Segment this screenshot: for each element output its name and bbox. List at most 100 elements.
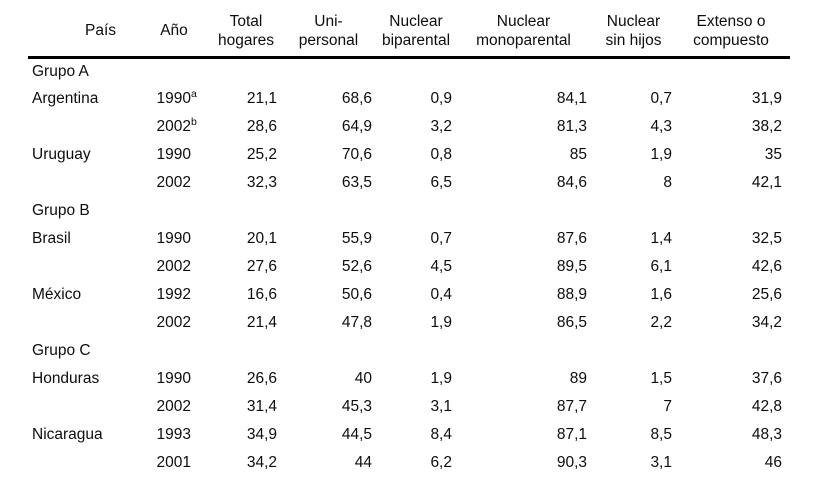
cell-nuclear-biparental: 0,9 — [430, 90, 452, 107]
year-value: 2002 — [156, 398, 191, 415]
cell-country — [28, 169, 143, 197]
cell-country: Honduras — [32, 370, 100, 387]
cell-nuclear-sin-hijos: 1,9 — [650, 146, 672, 163]
cell-nuclear-sin-hijos: 2,2 — [650, 314, 672, 331]
cell-year: 2002 — [143, 309, 215, 337]
col-header-total-hogares: Total hogares — [215, 8, 285, 59]
cell-country — [28, 393, 143, 421]
data-row: 2002 21,4 47,8 1,9 86,5 2,2 34,2 — [28, 309, 790, 337]
cell-country — [28, 309, 143, 337]
group-row: Grupo C — [28, 337, 790, 365]
header-line: compuesto — [693, 31, 769, 49]
cell-total-hogares: 32,3 — [246, 174, 277, 191]
group-label: Grupo A — [32, 62, 89, 80]
cell-total-hogares: 28,6 — [246, 118, 277, 135]
year-value: 1990 — [156, 146, 191, 163]
group-label: Grupo B — [32, 202, 90, 219]
cell-country: México — [32, 286, 82, 303]
header-line: Uni- — [314, 12, 343, 30]
data-row: 2002 27,6 52,6 4,5 89,5 6,1 42,6 — [28, 253, 790, 281]
cell-country: Argentina — [32, 90, 99, 107]
cell-year: 2001 — [143, 449, 215, 477]
cell-unipersonal: 70,6 — [341, 146, 372, 163]
cell-nuclear-monoparental: 87,6 — [556, 230, 587, 247]
cell-year: 1990 — [143, 365, 215, 393]
cell-nuclear-sin-hijos: 1,6 — [650, 286, 672, 303]
cell-unipersonal: 44,5 — [341, 426, 372, 443]
header-line: Nuclear — [496, 12, 551, 30]
cell-unipersonal: 68,6 — [341, 90, 372, 107]
cell-country — [28, 449, 143, 477]
cell-total-hogares: 34,9 — [246, 426, 277, 443]
cell-extenso-compuesto: 32,5 — [751, 230, 782, 247]
header-line: Nuclear — [606, 12, 661, 30]
cell-nuclear-sin-hijos: 4,3 — [650, 118, 672, 135]
group-row: Grupo A — [28, 57, 790, 85]
header-line: Nuclear — [389, 12, 443, 30]
cell-total-hogares: 16,6 — [246, 286, 277, 303]
cell-nuclear-monoparental: 87,7 — [556, 398, 587, 415]
cell-nuclear-monoparental: 84,1 — [556, 90, 587, 107]
cell-country: Nicaragua — [32, 426, 103, 443]
header-line: hogares — [217, 31, 274, 49]
year-value: 1992 — [156, 286, 191, 303]
col-header-pais: País — [28, 8, 143, 59]
year-value: 1993 — [156, 426, 191, 443]
cell-nuclear-sin-hijos: 3,1 — [650, 454, 672, 471]
header-line: Extenso o — [696, 12, 766, 30]
cell-extenso-compuesto: 48,3 — [751, 426, 782, 443]
cell-nuclear-monoparental: 87,1 — [556, 426, 587, 443]
cell-nuclear-monoparental: 89,5 — [556, 258, 587, 275]
cell-nuclear-biparental: 8,4 — [430, 426, 452, 443]
cell-nuclear-sin-hijos: 1,4 — [650, 230, 672, 247]
header-line: biparental — [381, 31, 451, 49]
cell-extenso-compuesto: 25,6 — [751, 286, 782, 303]
cell-nuclear-biparental: 6,2 — [430, 454, 452, 471]
cell-unipersonal: 52,6 — [341, 258, 372, 275]
year-value: 2002 — [156, 258, 191, 275]
cell-unipersonal: 63,5 — [341, 174, 372, 191]
cell-total-hogares: 20,1 — [246, 230, 277, 247]
header-line: personal — [298, 31, 359, 49]
cell-nuclear-monoparental: 85 — [569, 146, 587, 163]
data-row: Argentina 1990a 21,1 68,6 0,9 84,1 0,7 31,9 — [28, 85, 790, 113]
cell-nuclear-biparental: 0,4 — [430, 286, 452, 303]
cell-unipersonal: 55,9 — [341, 230, 372, 247]
year-value: 1990 — [156, 230, 191, 247]
cell-year: 1990 — [143, 141, 215, 169]
cell-year: 1990 — [143, 225, 215, 253]
col-header-nuclear-biparental: Nuclear biparental — [380, 8, 460, 59]
cell-extenso-compuesto: 37,6 — [751, 370, 782, 387]
data-row: 2002 31,4 45,3 3,1 87,7 7 42,8 — [28, 393, 790, 421]
cell-unipersonal: 47,8 — [341, 314, 372, 331]
cell-unipersonal: 44 — [354, 454, 372, 471]
cell-nuclear-sin-hijos: 1,5 — [650, 370, 672, 387]
header-line: País — [84, 22, 116, 40]
cell-year: 1993 — [143, 421, 215, 449]
data-row: México 1992 16,6 50,6 0,4 88,9 1,6 25,6 — [28, 281, 790, 309]
cell-total-hogares: 21,4 — [246, 314, 277, 331]
cell-extenso-compuesto: 35 — [764, 146, 782, 163]
cell-unipersonal: 45,3 — [341, 398, 372, 415]
group-label: Grupo C — [32, 342, 91, 359]
header-line: Total — [229, 12, 263, 30]
cell-extenso-compuesto: 34,2 — [751, 314, 782, 331]
data-row: 2002 32,3 63,5 6,5 84,6 8 42,1 — [28, 169, 790, 197]
cell-nuclear-sin-hijos: 8,5 — [650, 426, 672, 443]
cell-nuclear-sin-hijos: 0,7 — [650, 90, 672, 107]
cell-total-hogares: 21,1 — [246, 90, 277, 107]
header-line: Año — [160, 22, 188, 40]
cell-nuclear-monoparental: 90,3 — [556, 454, 587, 471]
col-header-nuclear-sin-hijos: Nuclear sin hijos — [595, 8, 680, 59]
header-row: País Año Total hogares Uni- personal Nuc… — [28, 8, 790, 59]
cell-unipersonal: 50,6 — [341, 286, 372, 303]
cell-year: 1990a — [156, 88, 197, 107]
cell-extenso-compuesto: 38,2 — [751, 118, 782, 135]
cell-year: 2002 — [143, 169, 215, 197]
cell-nuclear-sin-hijos: 8 — [663, 174, 672, 191]
cell-nuclear-sin-hijos: 6,1 — [650, 258, 672, 275]
year-value: 2002 — [156, 314, 191, 331]
cell-country — [28, 253, 143, 281]
cell-nuclear-monoparental: 89 — [569, 370, 587, 387]
cell-total-hogares: 25,2 — [246, 146, 277, 163]
